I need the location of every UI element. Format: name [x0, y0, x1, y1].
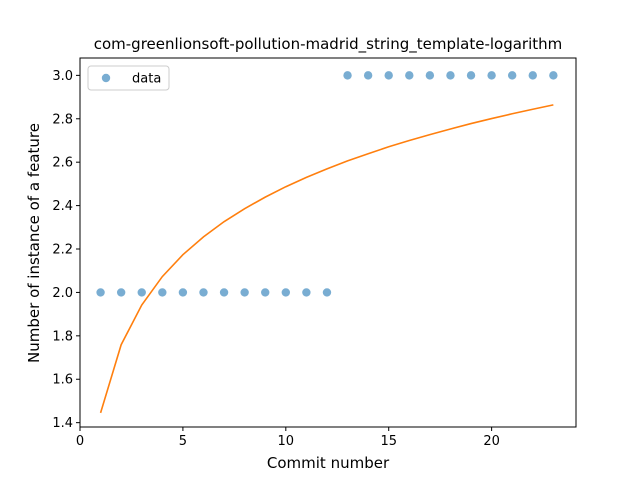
y-tick-label: 2.8 [52, 112, 73, 127]
plot-frame [79, 57, 577, 428]
data-point [549, 71, 558, 80]
data-point [281, 288, 291, 297]
chart-title: com-greenlionsoft-pollution-madrid_strin… [94, 35, 563, 54]
legend-label: data [132, 72, 161, 87]
y-tick-label: 3.0 [52, 69, 73, 84]
y-tick-label: 2.0 [52, 286, 73, 301]
data-point [405, 71, 414, 80]
y-axis-label: Number of instance of a feature [25, 123, 43, 363]
y-tick-label: 1.4 [52, 416, 73, 431]
data-point [158, 288, 167, 297]
y-tick-label: 2.2 [52, 243, 73, 258]
data-point [240, 288, 249, 297]
data-point [137, 288, 146, 297]
data-point [116, 288, 126, 297]
data-point [96, 288, 105, 297]
data-point [528, 71, 537, 80]
x-axis-label: Commit number [267, 454, 390, 472]
fit-line [99, 104, 554, 414]
x-tick-label: 20 [483, 434, 500, 449]
y-tick-label: 2.6 [52, 156, 73, 171]
data-point [507, 71, 517, 80]
data-point [384, 71, 393, 80]
y-tick-label: 2.4 [52, 199, 73, 214]
data-point [363, 71, 373, 80]
x-tick-label: 5 [179, 434, 187, 449]
y-tick-label: 1.8 [52, 329, 73, 344]
y-tick-label: 1.6 [52, 373, 73, 388]
data-point [446, 71, 455, 80]
x-tick-label: 15 [380, 434, 397, 449]
data-point [261, 288, 270, 297]
x-tick-label: 10 [278, 434, 295, 449]
data-point [178, 288, 188, 297]
data-point [302, 288, 311, 297]
plot-layer: 0 5 10 15 20 1.4 1.6 1.8 2.0 2.2 2.4 2.6 2.8 3.0 data [52, 57, 577, 449]
legend-marker [101, 73, 111, 83]
data-point [487, 71, 496, 80]
x-tick-label: 0 [76, 434, 84, 449]
data-point [425, 71, 435, 80]
data-point [466, 71, 476, 80]
data-point [343, 71, 352, 80]
legend-box [87, 65, 170, 91]
data-point [199, 288, 208, 297]
data-point [322, 288, 332, 297]
data-point [219, 288, 229, 297]
